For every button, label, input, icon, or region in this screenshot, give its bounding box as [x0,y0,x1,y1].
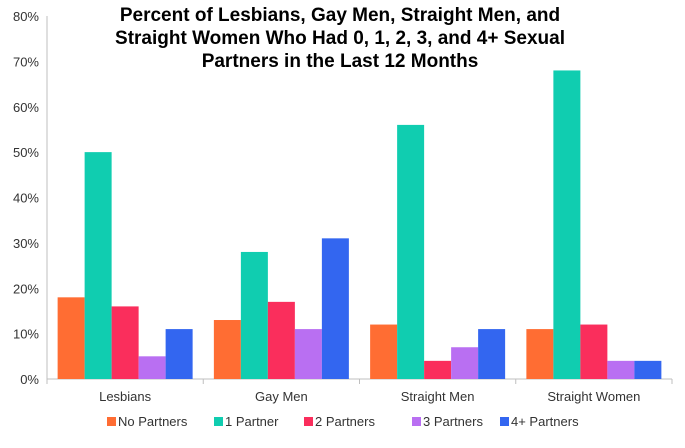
x-category-label: Gay Men [255,389,308,404]
chart-title: Percent of Lesbians, Gay Men, Straight M… [40,4,640,73]
bar [165,329,193,379]
legend-swatch [412,417,421,426]
bar [451,347,479,379]
bar [213,320,241,379]
bar [57,297,85,379]
chart-title-line-1: Percent of Lesbians, Gay Men, Straight M… [119,5,561,26]
bar [580,324,608,379]
chart-title-line-3: Partners in the Last 12 Months [201,51,479,72]
y-tick-label: 70% [13,54,39,69]
y-tick-label: 0% [20,372,39,387]
legend-label: 4+ Partners [511,414,579,429]
bar [370,324,398,379]
y-tick-label: 60% [13,100,39,115]
bar [553,70,581,379]
legend-label: 2 Partners [315,414,375,429]
bar [607,360,635,379]
chart-title-line-2: Straight Women Who Had 0, 1, 2, 3, and 4… [115,28,565,49]
bar [111,306,139,379]
legend-swatch [500,417,509,426]
y-tick-label: 30% [13,236,39,251]
bar [240,251,268,379]
bar [321,238,349,379]
bar [424,360,452,379]
legend-swatch [304,417,313,426]
legend-swatch [214,417,223,426]
x-category-label: Straight Women [547,389,640,404]
bar [634,360,662,379]
bar [478,329,506,379]
bar [84,152,112,379]
y-tick-label: 40% [13,191,39,206]
y-tick-label: 10% [13,327,39,342]
legend-label: 3 Partners [423,414,483,429]
legend-label: 1 Partner [225,414,279,429]
y-tick-label: 20% [13,281,39,296]
x-category-label: Lesbians [99,389,152,404]
bar [138,356,166,379]
legend-swatch [107,417,116,426]
x-category-label: Straight Men [401,389,475,404]
bar [397,124,425,380]
bar [267,301,295,379]
bar [294,329,322,379]
y-tick-label: 50% [13,145,39,160]
legend-label: No Partners [118,414,188,429]
y-tick-label: 80% [13,9,39,24]
bar [526,329,554,379]
